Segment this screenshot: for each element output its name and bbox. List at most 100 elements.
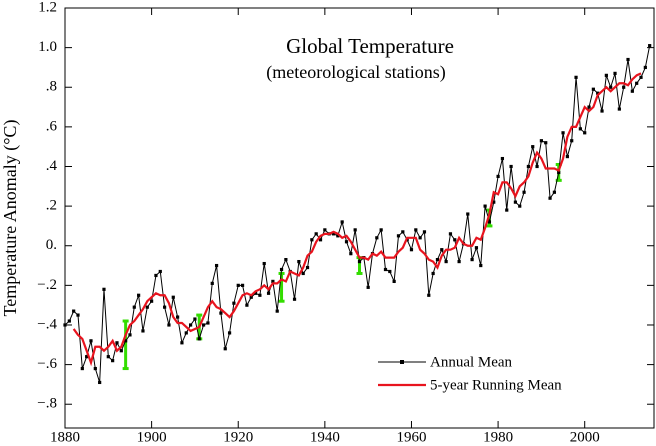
point xyxy=(223,347,227,351)
point xyxy=(137,293,141,297)
point xyxy=(72,309,76,313)
point xyxy=(89,339,93,343)
x-tick-label: 1940 xyxy=(310,429,340,445)
point xyxy=(453,238,457,242)
point xyxy=(574,75,578,79)
point xyxy=(262,261,266,266)
point xyxy=(492,200,496,204)
point xyxy=(418,236,422,240)
point xyxy=(63,323,67,327)
plot-frame xyxy=(64,7,655,429)
error-bar xyxy=(122,319,129,371)
point xyxy=(548,196,552,200)
point xyxy=(531,145,535,149)
point xyxy=(314,232,318,236)
x-tick-label: 1980 xyxy=(483,429,513,445)
point xyxy=(258,293,262,297)
point xyxy=(622,85,626,89)
point xyxy=(85,355,89,359)
point xyxy=(552,190,556,194)
y-tick-label: .4 xyxy=(46,158,58,174)
point xyxy=(635,81,639,85)
y-tick-label: −.8 xyxy=(37,396,57,412)
point xyxy=(401,230,405,234)
series-line xyxy=(64,45,651,383)
series-line xyxy=(72,72,642,367)
point xyxy=(232,301,236,305)
point xyxy=(98,380,102,385)
point xyxy=(236,283,240,287)
point xyxy=(366,285,370,289)
point xyxy=(505,208,509,212)
point xyxy=(249,295,253,299)
point xyxy=(119,349,123,353)
x-tick-label: 2000 xyxy=(570,429,600,445)
y-tick-label: .2 xyxy=(46,198,57,214)
point xyxy=(630,89,634,93)
point xyxy=(457,259,461,264)
point xyxy=(128,333,132,337)
point xyxy=(353,228,357,232)
point xyxy=(375,236,379,240)
point xyxy=(578,127,582,131)
point xyxy=(617,107,621,111)
point xyxy=(102,287,106,291)
point xyxy=(435,258,440,262)
point xyxy=(357,259,362,264)
point xyxy=(132,305,136,309)
y-tick-label: .8 xyxy=(46,79,57,95)
point xyxy=(210,281,214,285)
point xyxy=(193,317,197,321)
point xyxy=(93,366,97,371)
point xyxy=(609,85,613,89)
y-tick-label: −.2 xyxy=(37,277,57,293)
point xyxy=(331,232,336,236)
point xyxy=(487,220,492,224)
point xyxy=(219,311,223,315)
point xyxy=(409,248,414,252)
point xyxy=(80,366,84,371)
point xyxy=(539,139,543,143)
point xyxy=(336,234,340,238)
point xyxy=(201,323,206,327)
point xyxy=(522,190,526,194)
point xyxy=(275,309,279,313)
point xyxy=(626,57,630,62)
chart-subtitle: (meteorological stations) xyxy=(266,62,445,83)
point xyxy=(388,269,392,274)
point xyxy=(176,315,180,319)
x-tick-label: 1920 xyxy=(223,429,253,445)
point xyxy=(271,279,275,283)
point xyxy=(349,252,353,256)
point xyxy=(596,91,600,95)
point xyxy=(305,265,310,270)
point xyxy=(561,131,565,135)
point xyxy=(518,204,522,208)
point xyxy=(323,228,327,232)
point xyxy=(111,359,115,363)
x-tick-label: 1880 xyxy=(50,429,80,445)
point xyxy=(266,291,271,295)
point xyxy=(639,75,643,79)
point xyxy=(245,303,249,307)
point xyxy=(240,283,245,287)
y-tick-label: .6 xyxy=(46,118,58,134)
point xyxy=(583,131,587,135)
point xyxy=(414,228,418,232)
point xyxy=(76,313,80,317)
point xyxy=(470,258,474,262)
point xyxy=(163,305,167,309)
point xyxy=(557,170,561,175)
point xyxy=(141,329,145,333)
legend-label: 5-year Running Mean xyxy=(430,377,562,393)
point xyxy=(431,271,435,276)
point xyxy=(214,263,219,268)
y-axis-label: Temperature Anomaly (°C) xyxy=(0,120,21,317)
legend-marker xyxy=(400,360,404,364)
point xyxy=(526,164,531,169)
point xyxy=(427,293,431,297)
point xyxy=(310,238,314,242)
point xyxy=(466,212,470,216)
point xyxy=(124,339,128,343)
point xyxy=(279,267,284,272)
